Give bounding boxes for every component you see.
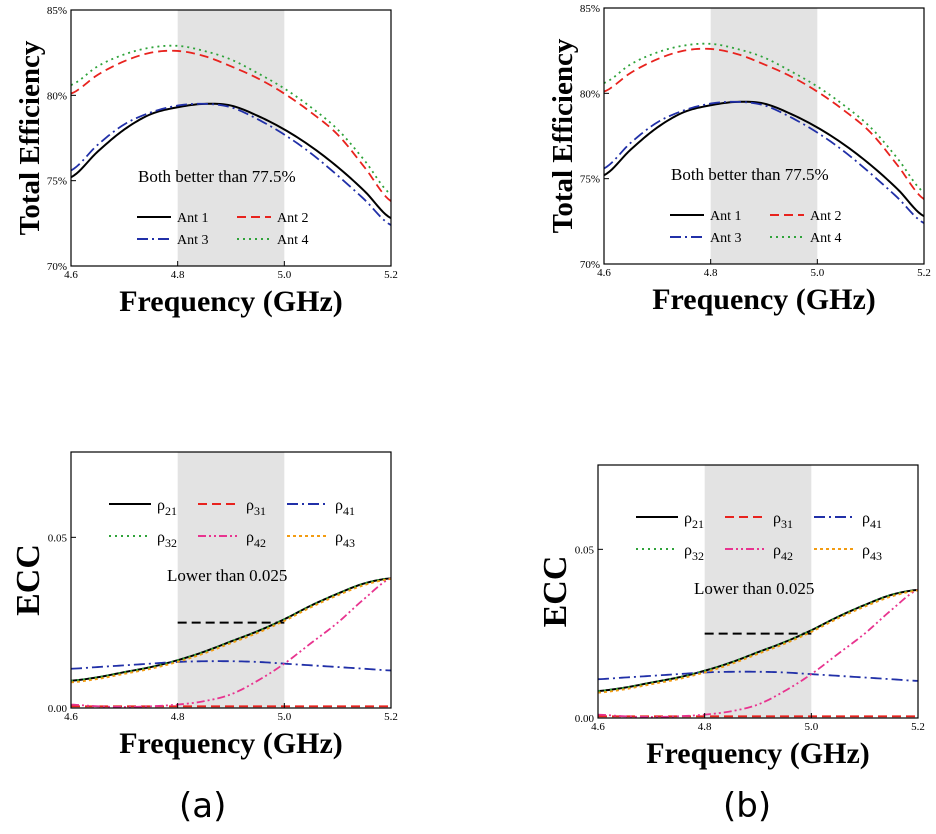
series-line-rho43: [70, 578, 392, 684]
series-line-ant-1: [70, 102, 392, 220]
legend-label: Ant 1: [177, 211, 209, 226]
panel-label-a: (a): [179, 786, 227, 826]
legend-label: Ant 1: [710, 209, 742, 224]
x-axis-label: Frequency (GHz): [646, 737, 870, 770]
series-line-rho41: [70, 660, 392, 672]
x-tick-label: 4.8: [171, 711, 185, 723]
legend-label: Ant 4: [810, 231, 842, 246]
series-line-ant-4: [70, 44, 392, 196]
legend-label: ρ43: [335, 529, 355, 550]
y-tick-label: 85%: [580, 3, 600, 15]
y-tick-label: 75%: [580, 174, 600, 186]
legend-label: ρ21: [684, 510, 704, 531]
annotation-text: Lower than 0.025: [694, 579, 814, 598]
legend-label-sub: 21: [692, 517, 704, 531]
legend-label-sub: 43: [343, 536, 355, 550]
plot-frame: [70, 451, 392, 709]
x-tick-label: 5.2: [917, 267, 931, 279]
y-tick-label: 0.05: [575, 544, 595, 556]
y-tick-label: 80%: [47, 90, 67, 102]
panel-label-b: (b): [723, 786, 772, 826]
legend-label: ρ21: [157, 497, 177, 518]
y-axis-label: Total Efficiency: [547, 38, 579, 233]
series-line-ant-3: [603, 100, 925, 224]
y-tick-label: 70%: [47, 261, 67, 273]
legend-label-sub: 41: [870, 517, 882, 531]
chart-ecc-b: 4.6 4.8 5.0 5.2 0.00 0.05 Frequency (GHz) ECC Lo…: [537, 464, 925, 770]
x-tick-label: 4.6: [591, 721, 605, 733]
x-tick-label: 4.6: [64, 711, 78, 723]
x-tick-label: 5.0: [810, 267, 824, 279]
plot-frame: [70, 9, 392, 267]
shaded-band: [704, 465, 812, 718]
shaded-band: [177, 10, 285, 266]
legend-label-sub: 31: [254, 504, 266, 518]
series-line-ant-1: [603, 100, 925, 218]
series-line-rho32: [597, 588, 919, 692]
series-line-rho32: [70, 577, 392, 682]
chart-eff-b: 4.6 4.8 5.0 5.2 70% 75% 80% 85% Frequency (GHz) T…: [547, 3, 931, 316]
y-tick-label: 70%: [580, 259, 600, 271]
series-line-rho41: [597, 670, 919, 682]
legend-label: Ant 4: [277, 233, 309, 248]
legend-label-sub: 21: [165, 504, 177, 518]
series-line-ant-2: [70, 49, 392, 202]
y-axis-label: ECC: [537, 556, 574, 628]
series-line-rho42: [597, 588, 919, 718]
legend-label: Ant 3: [710, 231, 742, 246]
legend-label-sub: 42: [254, 536, 266, 550]
x-tick-label: 5.0: [277, 711, 291, 723]
x-tick-label: 5.0: [277, 269, 291, 281]
legend-label: ρ32: [684, 542, 704, 563]
shaded-band: [177, 452, 285, 708]
series-line-rho43: [597, 589, 919, 694]
legend-label: ρ32: [157, 529, 177, 550]
legend-label-sub: 42: [781, 549, 793, 563]
x-tick-label: 4.8: [698, 721, 712, 733]
legend-label: ρ43: [862, 542, 882, 563]
x-axis-label: Frequency (GHz): [119, 727, 343, 760]
chart-ecc-a: 4.6 4.8 5.0 5.2 0.00 0.05 Frequency (GHz) ECC Lo…: [10, 451, 398, 760]
legend-label: ρ41: [335, 497, 355, 518]
legend-label-sub: 32: [692, 549, 704, 563]
x-axis-label: Frequency (GHz): [119, 285, 343, 318]
x-tick-label: 5.2: [384, 711, 398, 723]
legend-label-sub: 31: [781, 517, 793, 531]
series-line-ant-4: [603, 42, 925, 194]
x-tick-label: 5.2: [911, 721, 925, 733]
series-line-ant-2: [603, 47, 925, 200]
plot-frame: [597, 464, 919, 719]
x-tick-label: 5.2: [384, 269, 398, 281]
legend-label: ρ41: [862, 510, 882, 531]
y-tick-label: 75%: [47, 176, 67, 188]
y-axis-label: ECC: [10, 544, 47, 616]
annotation-text: Both better than 77.5%: [138, 167, 296, 186]
x-axis-label: Frequency (GHz): [652, 283, 876, 316]
y-tick-label: 0.05: [48, 532, 68, 544]
y-tick-label: 0.00: [48, 703, 68, 715]
x-tick-label: 4.8: [704, 267, 718, 279]
x-tick-label: 4.6: [597, 267, 611, 279]
x-tick-label: 4.8: [171, 269, 185, 281]
legend-label: Ant 3: [177, 233, 209, 248]
chart-eff-a: 4.6 4.8 5.0 5.2 70% 75% 80% 85% Frequency (GHz) T…: [14, 5, 398, 318]
series-line-rho42: [70, 577, 392, 708]
legend-label-sub: 41: [343, 504, 355, 518]
annotation-text: Lower than 0.025: [167, 566, 287, 585]
legend-label-sub: 32: [165, 536, 177, 550]
legend-label: Ant 2: [810, 209, 842, 224]
legend-label: Ant 2: [277, 211, 309, 226]
shaded-band: [710, 8, 818, 264]
y-tick-label: 85%: [47, 5, 67, 17]
annotation-text: Both better than 77.5%: [671, 165, 829, 184]
y-tick-label: 0.00: [575, 713, 595, 725]
x-tick-label: 4.6: [64, 269, 78, 281]
legend-label-sub: 43: [870, 549, 882, 563]
y-tick-label: 80%: [580, 88, 600, 100]
y-axis-label: Total Efficiency: [14, 40, 46, 235]
plot-frame: [603, 7, 925, 265]
x-tick-label: 5.0: [804, 721, 818, 733]
series-line-ant-3: [70, 102, 392, 226]
